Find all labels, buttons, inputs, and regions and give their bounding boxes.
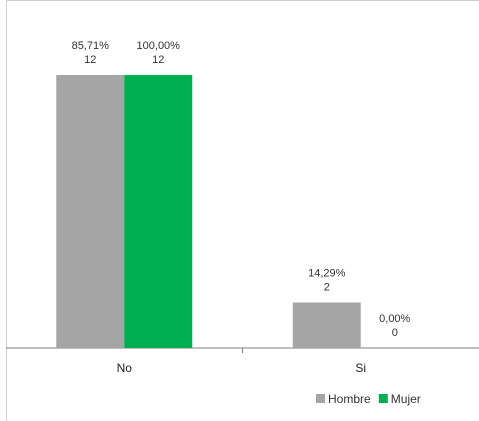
bar-hombre-no	[56, 75, 125, 348]
data-label-percent: 14,29%	[308, 268, 346, 280]
bar-mujer-no	[124, 75, 193, 348]
data-label-count: 12	[84, 54, 96, 66]
legend-label-hombre: Hombre	[328, 392, 371, 406]
data-label-count: 0	[392, 327, 398, 339]
bar-hombre-si	[292, 302, 361, 348]
data-label-count: 12	[152, 54, 164, 66]
data-label-percent: 0,00%	[379, 313, 410, 325]
x-tick-label: Si	[355, 361, 366, 375]
legend-swatch-hombre	[316, 394, 325, 403]
data-label-percent: 100,00%	[137, 40, 181, 52]
data-label-percent: 85,71%	[72, 40, 110, 52]
legend-swatch-mujer	[378, 394, 388, 403]
legend-label-mujer: Mujer	[391, 392, 421, 406]
data-label-count: 2	[324, 282, 330, 294]
x-tick-label: No	[117, 361, 133, 375]
